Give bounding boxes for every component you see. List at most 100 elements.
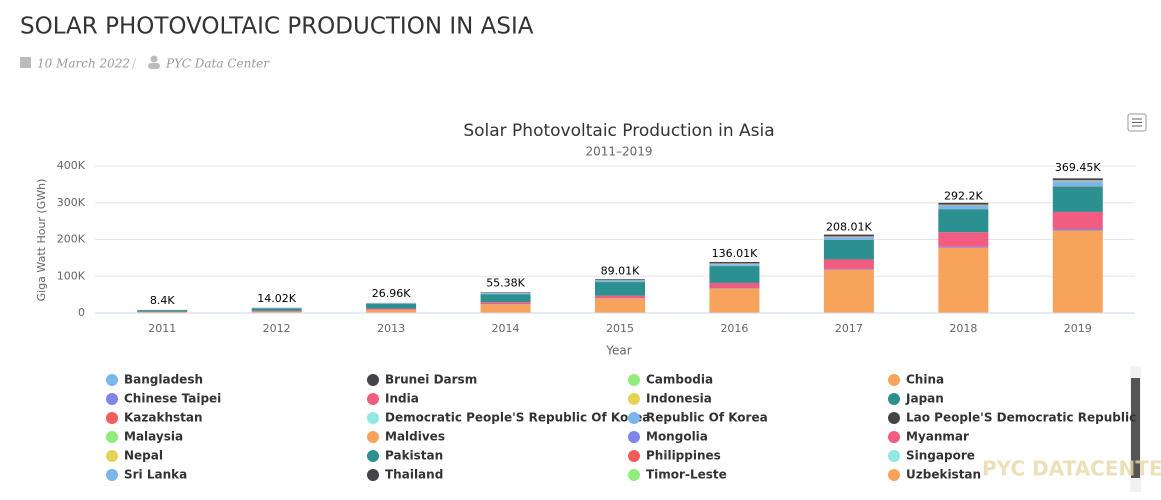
bar-segment [481, 294, 531, 302]
legend-marker[interactable] [367, 469, 379, 481]
y-tick-label: 300K [57, 196, 86, 209]
legend-label[interactable]: Democratic People'S Republic Of Korea [385, 411, 650, 425]
user-icon [148, 63, 160, 69]
legend-label[interactable]: Republic Of Korea [646, 411, 768, 425]
bar-segment [137, 310, 187, 311]
legend-label[interactable]: Timor-Leste [646, 468, 727, 482]
legend-marker[interactable] [106, 374, 118, 386]
legend-label[interactable]: Thailand [385, 468, 443, 482]
bar-segment [1053, 229, 1103, 230]
y-tick-label: 100K [57, 269, 86, 282]
legend-marker[interactable] [367, 393, 379, 405]
total-label: 89.01K [601, 264, 640, 277]
legend-label[interactable]: Kazakhstan [124, 411, 203, 425]
legend-label[interactable]: Brunei Darsm [385, 373, 477, 387]
bar-segment [938, 232, 988, 247]
legend-marker[interactable] [106, 450, 118, 462]
legend-marker[interactable] [367, 374, 379, 386]
legend-marker[interactable] [628, 374, 640, 386]
menu-button[interactable] [1128, 114, 1146, 131]
bar-segment [709, 264, 759, 266]
x-tick-label: 2011 [148, 322, 176, 335]
legend-marker[interactable] [888, 412, 900, 424]
legend-marker[interactable] [888, 431, 900, 443]
legend-label[interactable]: Lao People'S Democratic Republic [906, 411, 1136, 425]
legend-label[interactable]: Chinese Taipei [124, 392, 221, 406]
bar-segment [824, 240, 874, 259]
chart-title: Solar Photovoltaic Production in Asia [463, 121, 774, 141]
legend-marker[interactable] [888, 393, 900, 405]
x-axis-title: Year [605, 344, 631, 358]
bar-segment [709, 262, 759, 263]
bar-segment [709, 266, 759, 283]
legend-label[interactable]: Malaysia [124, 430, 183, 444]
x-tick-label: 2014 [492, 322, 520, 335]
y-axis-title: Giga Watt Hour (GWh) [35, 179, 48, 302]
post-author[interactable]: PYC Data Center [165, 57, 270, 71]
legend-marker[interactable] [888, 450, 900, 462]
legend-marker[interactable] [888, 374, 900, 386]
bar-segment [366, 304, 416, 309]
legend-marker[interactable] [106, 393, 118, 405]
y-tick-label: 0 [78, 306, 85, 319]
bar-segment [938, 247, 988, 248]
bar-segment [938, 209, 988, 232]
legend-label[interactable]: Myanmar [906, 430, 969, 444]
legend-marker[interactable] [367, 412, 379, 424]
legend-marker[interactable] [106, 412, 118, 424]
legend-label[interactable]: Pakistan [385, 449, 443, 463]
legend-label[interactable]: Sri Lanka [124, 468, 187, 482]
legend-marker[interactable] [628, 412, 640, 424]
legend-marker[interactable] [628, 431, 640, 443]
bar-segment [1053, 230, 1103, 312]
legend-label[interactable]: Japan [905, 392, 944, 406]
legend-label[interactable]: Maldives [385, 430, 445, 444]
total-label: 136.01K [712, 247, 758, 260]
legend-label[interactable]: Nepal [124, 449, 163, 463]
legend-marker[interactable] [628, 450, 640, 462]
legend-marker[interactable] [628, 469, 640, 481]
legend-label[interactable]: Bangladesh [124, 373, 203, 387]
post-date: 10 March 2022 [37, 57, 130, 71]
bar-segment [709, 283, 759, 288]
bar-segment [595, 281, 645, 282]
bar-segment [938, 206, 988, 209]
total-label: 292.2K [944, 190, 983, 203]
bar-segment [938, 203, 988, 205]
bar-segment [481, 293, 531, 294]
bar-segment [481, 304, 531, 313]
legend-label[interactable]: India [385, 392, 419, 406]
x-tick-label: 2015 [606, 322, 634, 335]
bar-segment [366, 308, 416, 309]
separator: / [132, 57, 137, 71]
legend-label[interactable]: Mongolia [646, 430, 708, 444]
legend-marker[interactable] [888, 469, 900, 481]
legend-marker[interactable] [106, 469, 118, 481]
x-tick-label: 2017 [835, 322, 863, 335]
bar-segment [366, 310, 416, 313]
total-label: 55.38K [486, 277, 525, 290]
bar-segment [1053, 181, 1103, 186]
legend-marker[interactable] [367, 431, 379, 443]
legend-label[interactable]: Cambodia [646, 373, 713, 387]
legend-label[interactable]: Singapore [906, 449, 975, 463]
legend-marker[interactable] [628, 393, 640, 405]
legend-marker[interactable] [106, 431, 118, 443]
bar-segment [595, 282, 645, 296]
legend-label[interactable]: Uzbekistan [906, 468, 981, 482]
y-tick-label: 400K [57, 159, 86, 172]
legend-marker[interactable] [367, 450, 379, 462]
legend-label[interactable]: China [906, 373, 944, 387]
legend-label[interactable]: Philippines [646, 449, 721, 463]
total-label: 8.4K [150, 294, 175, 307]
bar-segment [595, 279, 645, 280]
legend-label[interactable]: Indonesia [646, 392, 712, 406]
chart-subtitle: 2011–2019 [585, 145, 652, 159]
bar-segment [481, 302, 531, 304]
total-label: 369.45K [1055, 161, 1101, 174]
y-tick-label: 200K [57, 233, 86, 246]
total-label: 208.01K [826, 221, 872, 234]
page-title: SOLAR PHOTOVOLTAIC PRODUCTION IN ASIA [20, 14, 534, 40]
